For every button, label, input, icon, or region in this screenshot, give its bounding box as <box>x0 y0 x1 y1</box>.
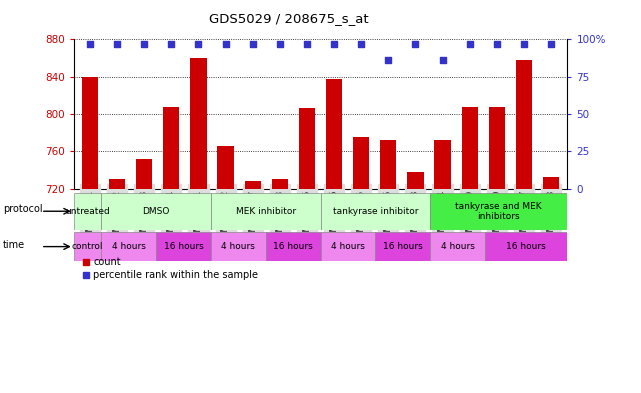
Text: 4 hours: 4 hours <box>331 242 365 251</box>
Text: tankyrase and MEK
inhibitors: tankyrase and MEK inhibitors <box>455 202 542 221</box>
Text: tankyrase inhibitor: tankyrase inhibitor <box>333 207 418 216</box>
Bar <box>299 108 315 189</box>
Bar <box>430 193 567 230</box>
Bar <box>326 79 342 189</box>
Point <box>85 40 95 47</box>
Point <box>329 40 339 47</box>
Text: DMSO: DMSO <box>142 207 170 216</box>
Bar <box>109 179 125 189</box>
Point <box>302 40 312 47</box>
Bar <box>265 232 320 261</box>
Bar <box>485 232 567 261</box>
Text: 16 hours: 16 hours <box>506 242 546 251</box>
Text: 16 hours: 16 hours <box>383 242 422 251</box>
Point <box>139 40 149 47</box>
Bar <box>156 232 211 261</box>
Text: GDS5029 / 208675_s_at: GDS5029 / 208675_s_at <box>208 12 369 25</box>
Text: 4 hours: 4 hours <box>221 242 255 251</box>
Bar <box>430 232 485 261</box>
Bar <box>211 232 265 261</box>
Point <box>356 40 366 47</box>
Point <box>247 40 258 47</box>
Bar <box>353 137 369 189</box>
Bar <box>163 107 179 189</box>
Bar <box>245 181 261 189</box>
Bar <box>380 140 396 189</box>
Bar <box>435 140 451 189</box>
Point <box>221 40 231 47</box>
Bar <box>217 146 234 189</box>
Bar <box>320 232 376 261</box>
Bar <box>82 77 98 189</box>
Bar <box>272 179 288 189</box>
Bar <box>74 193 101 230</box>
Text: 16 hours: 16 hours <box>273 242 313 251</box>
Text: 16 hours: 16 hours <box>163 242 203 251</box>
Point <box>383 57 394 63</box>
Point <box>194 40 204 47</box>
Point <box>166 40 176 47</box>
Bar <box>74 232 101 261</box>
Point <box>492 40 502 47</box>
Bar <box>516 60 532 189</box>
Point <box>546 40 556 47</box>
Bar <box>376 232 430 261</box>
Point <box>465 40 475 47</box>
Bar <box>136 159 153 189</box>
Bar <box>462 107 478 189</box>
Text: control: control <box>72 242 103 251</box>
Point <box>112 40 122 47</box>
Text: time: time <box>3 240 26 250</box>
Point <box>437 57 447 63</box>
Bar <box>320 193 430 230</box>
Bar <box>488 107 505 189</box>
Point <box>410 40 420 47</box>
Legend: count, percentile rank within the sample: count, percentile rank within the sample <box>79 253 262 284</box>
Text: 4 hours: 4 hours <box>112 242 146 251</box>
Text: untreated: untreated <box>65 207 110 216</box>
Bar <box>101 232 156 261</box>
Point <box>519 40 529 47</box>
Bar <box>407 172 424 189</box>
Bar <box>543 177 559 189</box>
Text: 4 hours: 4 hours <box>440 242 474 251</box>
Bar <box>190 58 206 189</box>
Point <box>275 40 285 47</box>
Text: protocol: protocol <box>3 204 43 214</box>
Bar <box>101 193 211 230</box>
Text: MEK inhibitor: MEK inhibitor <box>236 207 296 216</box>
Bar <box>211 193 320 230</box>
